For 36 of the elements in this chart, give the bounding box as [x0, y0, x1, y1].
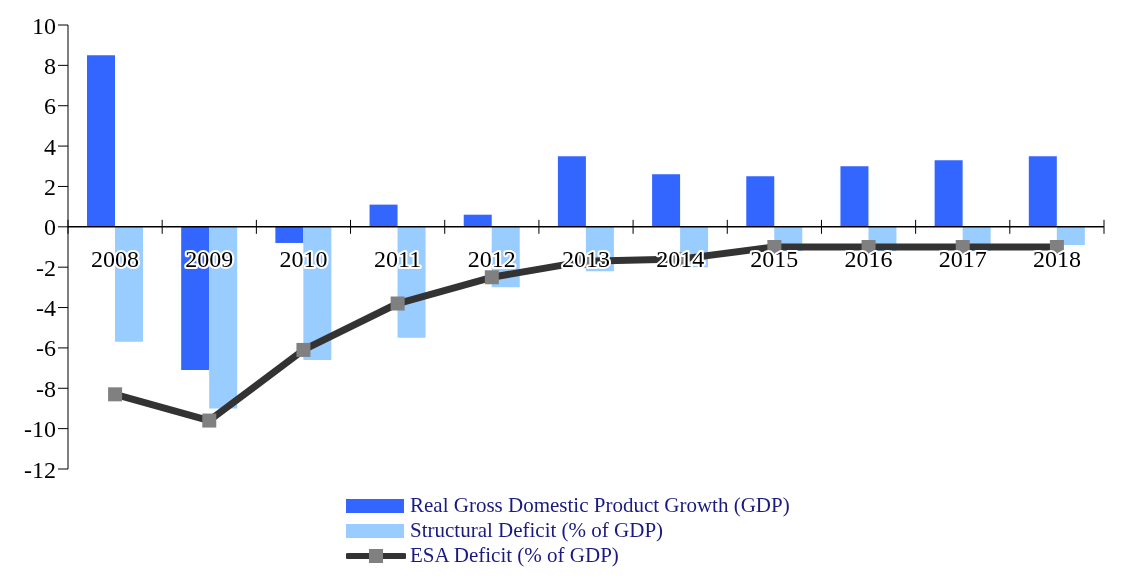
x-tick-label: 2013 [562, 245, 610, 272]
bar [557, 156, 586, 227]
bar [275, 226, 304, 243]
x-tick-label: 2016 [844, 245, 893, 272]
x-tick-label: 2010 [279, 245, 328, 272]
x-tick-label: 2008 [91, 245, 140, 272]
legend-label: Structural Deficit (% of GDP) [410, 518, 664, 543]
y-tick-label: 10 [32, 12, 56, 39]
legend-label: ESA Deficit (% of GDP) [410, 543, 619, 568]
bar [652, 174, 681, 227]
x-tick-label: 2011 [374, 245, 422, 272]
y-tick-label: 0 [44, 214, 56, 241]
y-tick-label: -8 [36, 375, 56, 402]
x-tick-label: 2017 [938, 245, 987, 272]
y-tick-label: 6 [44, 93, 56, 120]
y-tick-label: -2 [36, 254, 56, 281]
bar [463, 214, 492, 227]
x-tick-label: 2014 [656, 245, 705, 272]
y-tick-label: -6 [36, 335, 56, 362]
y-tick-label: 2 [44, 173, 56, 200]
bar [746, 176, 775, 227]
bar [1028, 156, 1057, 227]
x-tick-label: 2018 [1032, 245, 1081, 272]
bar [87, 55, 115, 227]
x-tick-label: 2015 [750, 245, 799, 272]
legend-label: Real Gross Domestic Product Growth (GDP) [410, 493, 790, 518]
y-tick-label: 8 [44, 52, 56, 79]
bar [840, 166, 869, 227]
x-tick-label: 2009 [185, 245, 234, 272]
x-tick-label: 2012 [467, 245, 516, 272]
y-tick-label: -4 [36, 295, 56, 322]
y-tick-label: -10 [24, 416, 56, 443]
y-tick-label: 4 [44, 133, 56, 160]
bar [369, 204, 398, 227]
bar [934, 160, 963, 227]
y-tick-label: -12 [24, 456, 56, 483]
